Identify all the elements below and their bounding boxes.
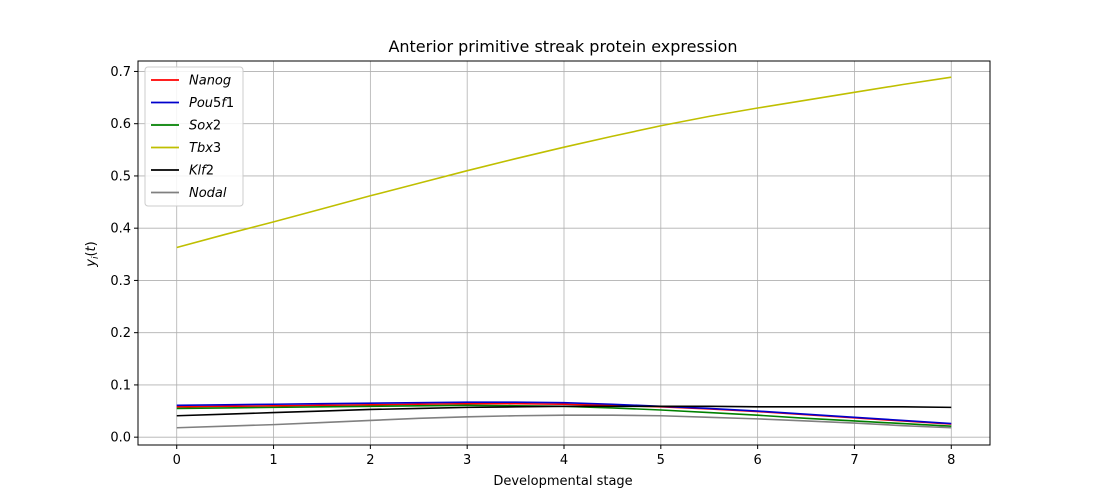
x-tick-label: 5 [657,453,665,468]
grid [138,61,990,445]
legend-label-nodal: Nodal [189,186,227,201]
y-tick-label: 0.2 [110,326,131,341]
y-tick-label: 0.1 [110,378,131,393]
y-tick-label: 0.0 [110,431,131,446]
series-lines [176,76,952,429]
series-line-tbx3 [176,76,952,249]
chart-title: Anterior primitive streak protein expres… [388,37,737,56]
x-tick-label: 8 [947,453,955,468]
legend-label-nanog: Nanog [189,74,231,89]
y-axis-label: yi(t) [84,241,101,267]
legend: Nanog Pou5f1 Sox2 Tbx3 Klf2 Nodal [144,66,244,207]
x-tick-label: 3 [463,453,471,468]
y-tick-label: 0.4 [110,222,131,237]
y-tick-label: 0.6 [110,117,131,132]
series-line-pou5f1 [176,401,952,425]
x-tick-label: 6 [753,453,761,468]
x-tick-label: 2 [366,453,374,468]
legend-label-pou5f1: Pou5f1 [189,96,234,111]
series-line-nodal [176,414,952,429]
x-tick-label: 4 [560,453,568,468]
x-tick-label: 1 [269,453,277,468]
legend-label-tbx3: Tbx3 [189,141,221,156]
legend-label-klf2: Klf2 [189,164,214,179]
axis-ticks: 0 1 2 3 4 5 6 7 8 0.0 0.1 0.2 0.3 0.4 0.5 0.6 0.7 [110,65,955,468]
y-tick-label: 0.7 [110,65,131,80]
y-tick-label: 0.3 [110,274,131,289]
x-tick-label: 7 [850,453,858,468]
legend-label-sox2: Sox2 [189,119,221,134]
x-tick-label: 0 [173,453,181,468]
y-tick-label: 0.5 [110,169,131,184]
series-line-klf2 [176,405,952,417]
x-axis-label: Developmental stage [493,474,632,489]
